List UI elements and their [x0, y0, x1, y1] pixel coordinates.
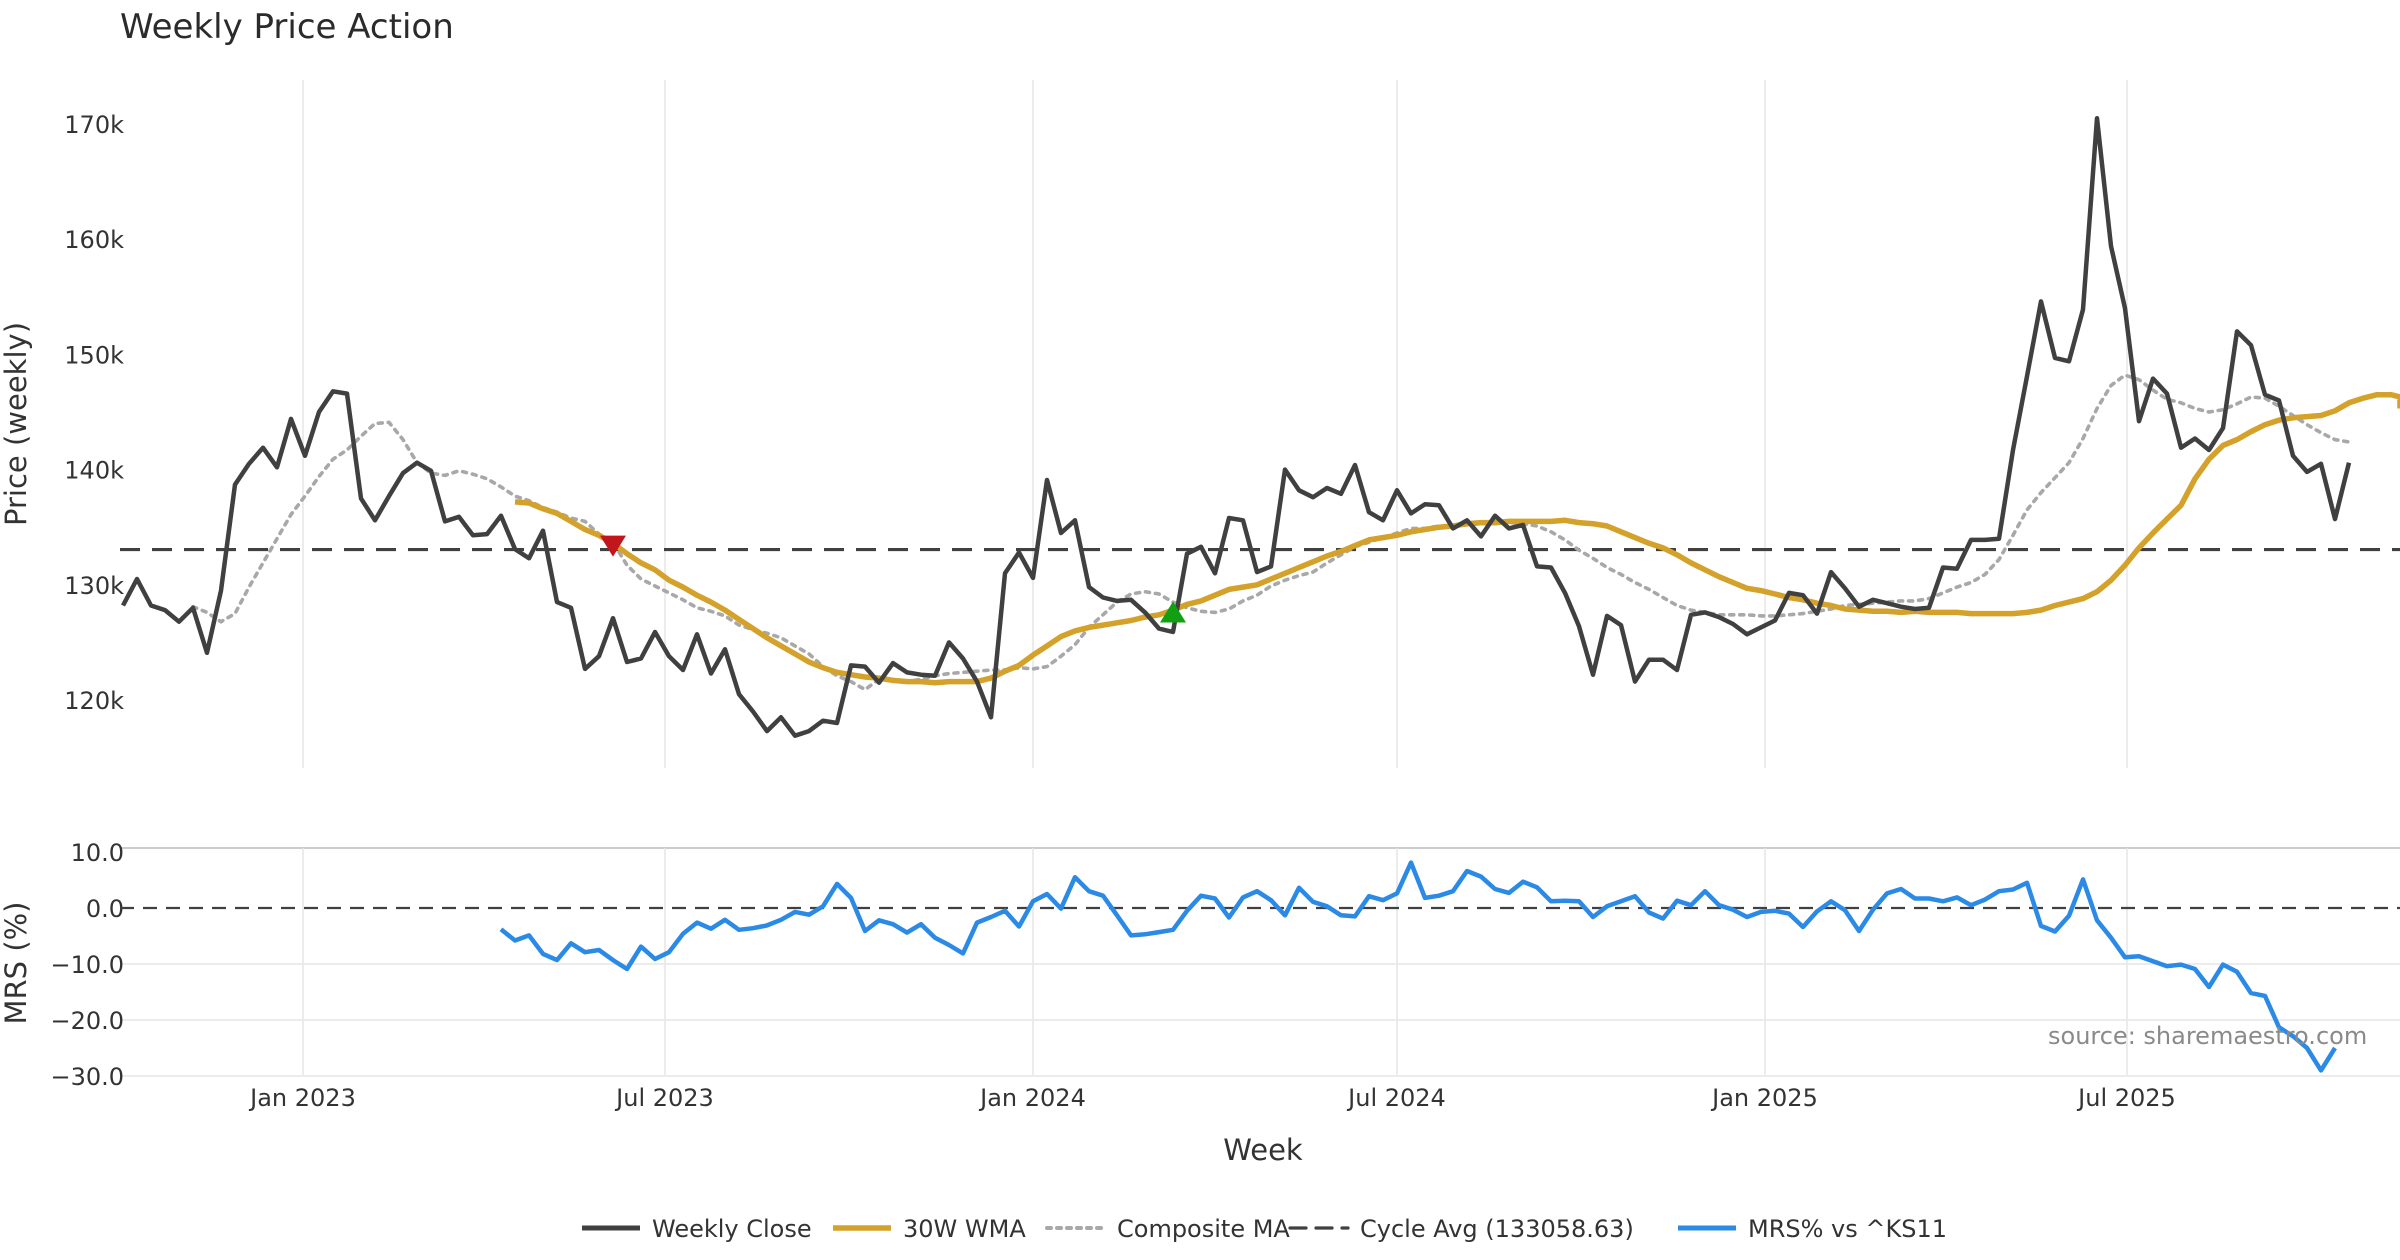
mrs-panel: 10.0 0.0 −10.0 −20.0 −30.0 source: sharemaes…	[0, 839, 2400, 1091]
x-tick-label: Jul 2025	[2076, 1084, 2176, 1112]
mrs-y-tick-label: −10.0	[50, 951, 124, 979]
mrs-y-tick-label: −30.0	[50, 1063, 124, 1091]
legend-label: Cycle Avg (133058.63)	[1360, 1215, 1634, 1243]
price-grid	[302, 80, 2128, 768]
price-y-ticks: 120k 130k 140k 150k 160k 170k	[64, 111, 124, 715]
legend-label: MRS% vs ^KS11	[1748, 1215, 1947, 1243]
x-axis-label: Week	[1223, 1133, 1303, 1167]
sell-signal-marker	[600, 535, 626, 557]
x-tick-label: Jul 2023	[614, 1084, 714, 1112]
chart-title: Weekly Price Action	[120, 7, 454, 47]
price-y-tick-label: 130k	[64, 572, 124, 600]
wma-30w-series	[514, 391, 2400, 686]
mrs-grid	[120, 848, 2400, 1077]
mrs-y-axis-label: MRS (%)	[0, 902, 33, 1025]
price-panel: 120k 130k 140k 150k 160k 170k Price (weekly)	[0, 80, 2400, 768]
x-tick-label: Jan 2023	[248, 1084, 356, 1112]
price-y-tick-label: 120k	[64, 687, 124, 715]
mrs-y-tick-label: 0.0	[86, 895, 124, 923]
x-tick-label: Jan 2024	[978, 1084, 1086, 1112]
mrs-y-ticks: 10.0 0.0 −10.0 −20.0 −30.0	[50, 839, 124, 1091]
x-axis-ticks: Jan 2023 Jul 2023 Jan 2024 Jul 2024 Jan 2025…	[248, 1084, 2176, 1112]
legend: Weekly Close 30W WMA Composite MA Cycle Avg…	[582, 1215, 1947, 1243]
x-tick-label: Jan 2025	[1710, 1084, 1818, 1112]
source-credit: source: sharemaestro.com	[2048, 1022, 2367, 1050]
weekly-close-series	[121, 115, 2352, 738]
legend-label: Composite MA	[1117, 1215, 1290, 1243]
x-tick-label: Jul 2024	[1346, 1084, 1446, 1112]
mrs-y-tick-label: 10.0	[71, 839, 124, 867]
price-y-tick-label: 170k	[64, 111, 124, 139]
legend-label: 30W WMA	[903, 1215, 1026, 1243]
mrs-y-tick-label: −20.0	[50, 1007, 124, 1035]
signal-markers	[600, 535, 1186, 623]
mrs-series	[499, 860, 2337, 1073]
price-y-tick-label: 140k	[64, 457, 124, 485]
legend-label: Weekly Close	[652, 1215, 812, 1243]
buy-signal-marker	[1160, 601, 1186, 623]
price-y-tick-label: 150k	[64, 341, 124, 369]
price-y-tick-label: 160k	[64, 226, 124, 254]
composite-ma-series	[191, 373, 2351, 692]
price-y-axis-label: Price (weekly)	[0, 322, 33, 526]
